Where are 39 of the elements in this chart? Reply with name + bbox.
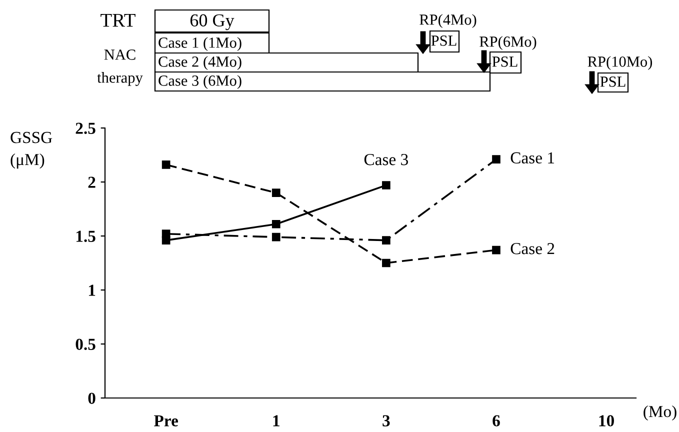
x-tick-label: 6 xyxy=(492,415,500,426)
series-label: Case 1 xyxy=(510,152,554,164)
text: Case 3 (6Mo) xyxy=(158,75,242,89)
text: RP(6Mo) xyxy=(480,36,536,50)
point xyxy=(272,188,280,197)
text: PSL xyxy=(492,56,518,67)
point xyxy=(382,181,390,190)
point xyxy=(272,232,280,242)
y-axis-title: GSSG (μM) xyxy=(10,132,52,169)
y-tick-label: 1 xyxy=(88,284,96,296)
point xyxy=(382,236,390,244)
point xyxy=(162,160,170,169)
x-tick-label: Pre xyxy=(154,415,178,426)
x-tick-label: 3 xyxy=(382,415,390,426)
point xyxy=(382,258,390,268)
y-tick-label: 0 xyxy=(88,392,96,404)
point xyxy=(492,246,500,254)
y-tick-label: 2.5 xyxy=(76,122,96,134)
x-axis-title: (Mo) xyxy=(644,405,676,421)
text: PSL xyxy=(431,36,456,46)
text: RP(4Mo) xyxy=(420,14,476,28)
x-tick-label: 10 xyxy=(599,415,614,426)
text: RP(10Mo) xyxy=(588,56,652,70)
text: PSL xyxy=(600,76,626,87)
series-label: Case 3 xyxy=(364,154,408,166)
text: therapy xyxy=(97,72,143,86)
text: NAC xyxy=(104,50,136,60)
x-tick-label: 1 xyxy=(273,415,280,426)
text: Case 1 (1Mo) xyxy=(158,37,242,51)
y-tick-label: 0.5 xyxy=(76,338,96,350)
point xyxy=(162,236,170,244)
text: 60 Gy xyxy=(190,14,234,30)
point xyxy=(492,155,500,164)
series-label: Case 2 xyxy=(510,243,554,254)
y-tick-label: 1.5 xyxy=(76,230,96,242)
text: Case 2 (4Mo) xyxy=(158,56,242,70)
point xyxy=(272,220,280,228)
text: TRT xyxy=(100,14,136,27)
y-tick-label: 2 xyxy=(88,176,96,188)
